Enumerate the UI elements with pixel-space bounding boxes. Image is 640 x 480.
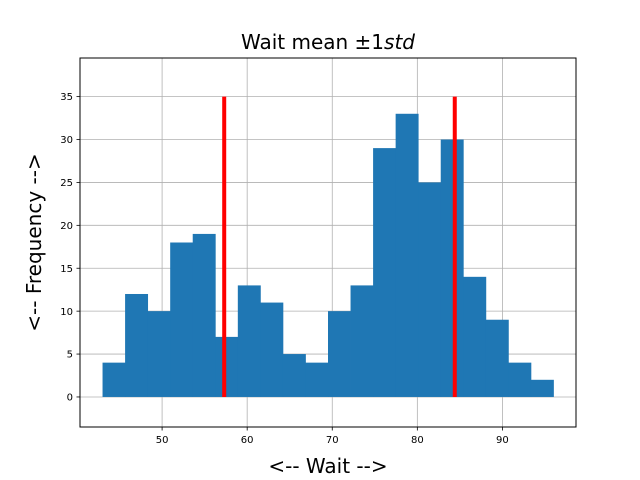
y-tick-label: 15 [60, 264, 73, 275]
y-tick-label: 20 [60, 221, 73, 232]
x-tick-label: 60 [241, 435, 254, 446]
y-tick-label: 0 [67, 393, 73, 404]
histogram-bar [440, 139, 464, 397]
histogram-bar [237, 285, 261, 397]
y-tick-label: 35 [60, 92, 73, 103]
std-lines [222, 96, 457, 397]
chart-title-italic: std [384, 30, 415, 54]
histogram-bar [530, 379, 554, 397]
histogram-bar [282, 354, 306, 397]
histogram-bar [418, 182, 442, 397]
x-tick-label: 80 [411, 435, 424, 446]
histogram-bar [485, 319, 509, 397]
chart-title: Wait mean ±1std [241, 30, 415, 54]
histogram-bar [147, 311, 171, 397]
histogram-bar [350, 285, 374, 397]
x-tick-label: 50 [156, 435, 169, 446]
histogram-bars [102, 113, 554, 397]
histogram-bar [373, 148, 397, 397]
y-axis-title: <-- Frequency --> [22, 153, 46, 331]
histogram-bar [215, 336, 239, 397]
histogram-bar [192, 233, 216, 397]
histogram-bar [328, 311, 351, 397]
histogram-bar [102, 362, 126, 397]
y-tick-label: 25 [60, 178, 73, 189]
histogram-bar [508, 362, 532, 397]
histogram-bar [463, 276, 487, 397]
y-tick-label: 5 [67, 350, 73, 361]
histogram-bar [125, 293, 149, 397]
histogram-bar [305, 362, 329, 397]
y-tick-label: 30 [60, 135, 73, 146]
histogram-bar [170, 242, 194, 397]
plot-frame [79, 57, 577, 428]
x-axis-title: <-- Wait --> [268, 454, 387, 478]
x-tick-label: 70 [326, 435, 339, 446]
axis-ticks: 50 60 70 80 90 0 5 10 15 20 25 30 35 [60, 92, 509, 446]
x-tick-label: 90 [496, 435, 509, 446]
y-tick-label: 10 [60, 307, 73, 318]
histogram-bar [395, 113, 419, 397]
histogram-bar [260, 302, 284, 397]
